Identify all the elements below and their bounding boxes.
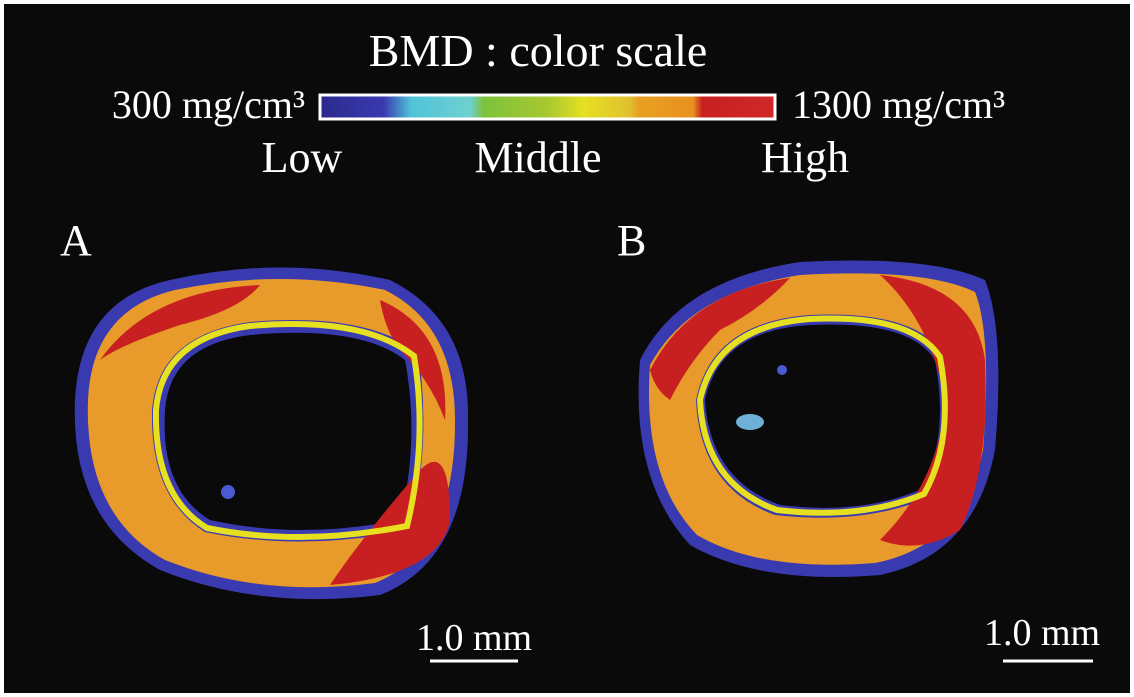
middle-label: Middle	[474, 133, 601, 182]
color-bar	[320, 95, 775, 119]
panel-label: B	[617, 216, 646, 265]
min-label: 300 mg/cm³	[112, 82, 305, 127]
title: BMD : color scale	[369, 25, 708, 76]
low-label: Low	[262, 133, 343, 182]
max-label: 1300 mg/cm³	[792, 82, 1005, 127]
figure: BMD : color scale 300 mg/cm³ 1300 mg/cm³…	[0, 0, 1134, 697]
scale-bar-label: 1.0 mm	[416, 617, 532, 659]
panel-label: A	[60, 216, 92, 265]
high-label: High	[761, 133, 849, 182]
scale-bar-label: 1.0 mm	[984, 612, 1100, 654]
